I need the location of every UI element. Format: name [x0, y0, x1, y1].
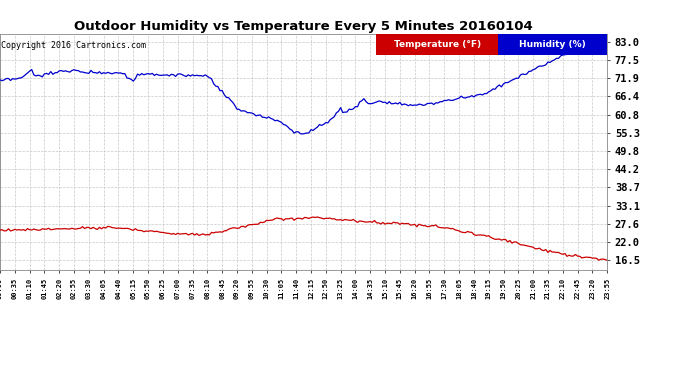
- Title: Outdoor Humidity vs Temperature Every 5 Minutes 20160104: Outdoor Humidity vs Temperature Every 5 …: [75, 20, 533, 33]
- Text: Humidity (%): Humidity (%): [519, 40, 586, 49]
- FancyBboxPatch shape: [377, 34, 498, 55]
- Text: Temperature (°F): Temperature (°F): [393, 40, 481, 49]
- Text: Copyright 2016 Cartronics.com: Copyright 2016 Cartronics.com: [1, 41, 146, 50]
- FancyBboxPatch shape: [498, 34, 607, 55]
